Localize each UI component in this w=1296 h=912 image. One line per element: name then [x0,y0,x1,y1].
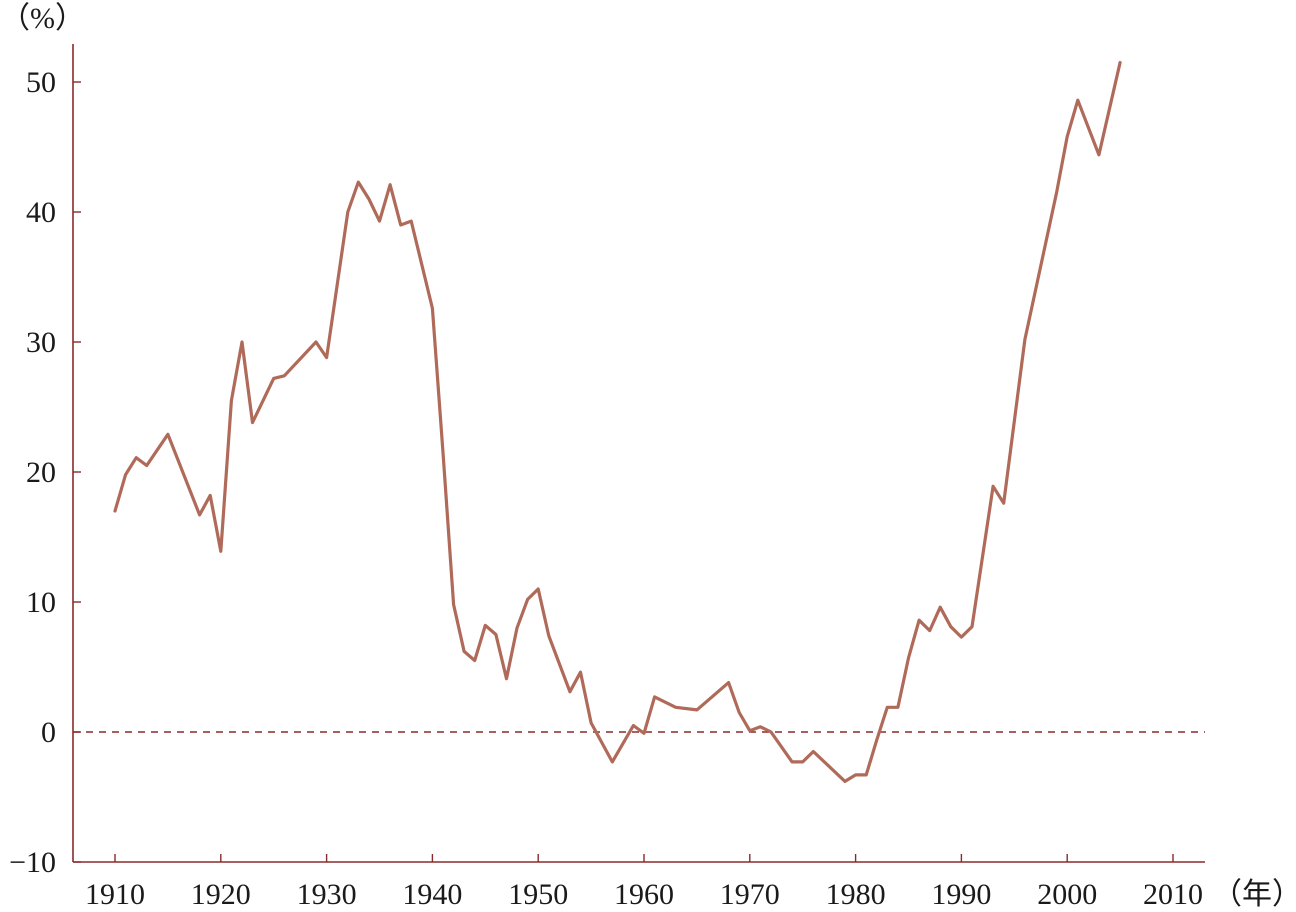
x-tick-label: 1930 [297,878,357,911]
y-unit-label: （%） [0,2,85,35]
series-line [113,60,1122,784]
x-tick-label: 1990 [931,878,991,911]
y-tick-label: 0 [41,716,56,749]
x-tick-label: 2010 [1143,878,1203,911]
x-tick-label: 1920 [191,878,251,911]
x-tick-label: 1940 [402,878,462,911]
y-tick-label: 10 [26,586,56,619]
y-tick-label: 40 [26,196,56,229]
tick-labels: −10 0 10 20 30 40 50 1910 1920 1930 1940 1950 1960 19… [9,66,1203,911]
x-tick-label: 2000 [1037,878,1097,911]
x-unit-label: （年） [1212,878,1296,911]
axes [72,44,1205,863]
x-tick-label: 1970 [720,878,780,911]
x-tick-label: 1910 [85,878,145,911]
y-tick-label: 30 [26,326,56,359]
y-tick-label: −10 [9,846,56,879]
x-tick-label: 1960 [614,878,674,911]
series-line-group [113,60,1122,784]
x-tick-label: 1950 [508,878,568,911]
x-tick-label: 1980 [826,878,886,911]
y-tick-label: 50 [26,66,56,99]
y-tick-label: 20 [26,456,56,489]
